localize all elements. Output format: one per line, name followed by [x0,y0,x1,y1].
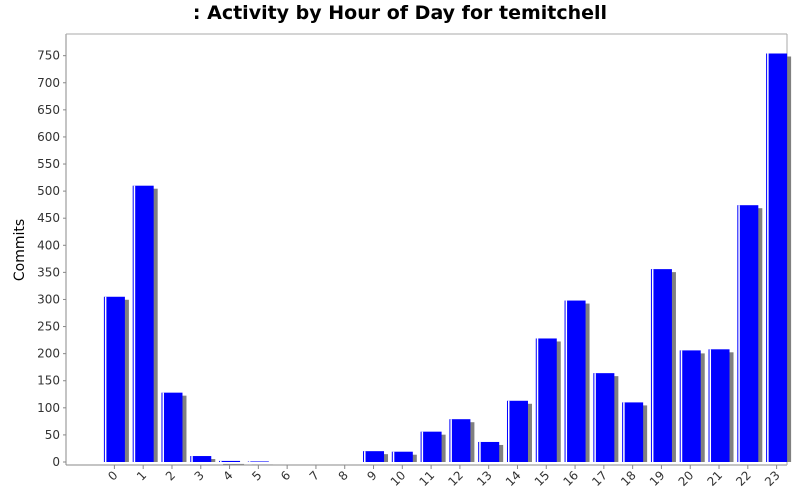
bar [363,451,385,462]
x-tick-label: 4 [220,468,235,483]
bar-highlight [709,349,712,462]
x-tick-label: 20 [676,468,697,489]
bar [132,185,154,462]
bar [737,205,759,462]
bar [708,349,730,462]
bar [449,419,471,462]
y-tick-label: 50 [45,428,60,442]
x-tick-label: 7 [307,468,322,483]
bar-highlight [565,300,568,462]
bar-highlight [450,419,452,462]
x-tick-label: 5 [249,468,264,483]
bar [103,296,125,462]
x-tick-label: 15 [532,468,553,489]
x-tick-label: 12 [445,468,466,489]
y-tick-label: 500 [37,184,60,198]
chart-title: : Activity by Hour of Day for temitchell [192,2,608,24]
bar-highlight [133,185,136,462]
y-tick-labels: 0 50 100 150 200 250 300 350 400 450 500 550 600 650 7… [37,49,60,469]
y-tick-label: 200 [37,347,60,361]
x-tick-label: 14 [503,468,524,489]
bar-highlight [220,460,222,462]
y-tick-label: 650 [37,103,60,117]
bar-group [103,53,792,465]
bar-highlight [738,205,740,462]
bar-highlight [536,338,539,462]
bar [391,451,413,462]
bar-shadow [251,464,273,465]
bar [622,402,644,462]
y-tick-label: 700 [37,76,60,90]
x-tick-label: 10 [388,468,409,489]
bar [535,338,557,462]
x-tick-label: 13 [474,468,495,489]
bar [564,300,586,462]
x-tick-label: 16 [560,468,581,489]
x-tick-label: 2 [163,468,178,483]
bar-highlight [680,350,683,462]
bar [593,373,615,462]
bar-highlight [507,400,510,462]
x-tick-label: 0 [105,468,120,483]
bar-highlight [421,431,424,462]
bar [766,53,788,463]
bar-highlight [364,451,366,462]
bar [420,431,442,462]
x-tick-label: 19 [647,468,668,489]
x-tick-label: 23 [762,468,783,489]
x-tick-label: 8 [336,468,351,483]
y-tick-label: 250 [37,320,60,334]
bar [650,269,672,462]
x-tick-label: 3 [192,468,207,483]
bar [478,441,500,462]
bar [219,460,241,462]
bar-highlight [392,451,395,462]
y-axis-label: Commits [12,219,28,281]
x-tick-label: 17 [589,468,610,489]
y-tick-label: 550 [37,157,60,171]
bar-highlight [104,296,107,462]
bar [506,400,528,462]
x-tick-label: 22 [733,468,754,489]
bar-highlight [479,441,481,462]
bar [247,461,269,462]
y-tick-label: 400 [37,238,60,252]
x-tick-label: 1 [134,468,149,483]
y-tick-label: 100 [37,401,60,415]
y-tick-label: 750 [37,49,60,63]
y-tick-label: 600 [37,130,60,144]
bar-highlight [767,53,769,463]
x-tick-labels: 0 1 2 3 4 5 6 7 8 9 10 11 12 13 14 15 16 17 18 19 20 21 22 23 [105,468,783,489]
bar-highlight [623,402,625,462]
x-tick-label: 18 [618,468,639,489]
x-tick-label: 6 [278,468,293,483]
y-tick-label: 300 [37,292,60,306]
bar-shadow [223,463,245,465]
bar-highlight [651,269,654,462]
y-tick-label: 450 [37,211,60,225]
bar-highlight [191,456,193,462]
x-tick-label: 9 [364,468,379,483]
bar [161,392,183,462]
y-tick-label: 350 [37,265,60,279]
y-tick-label: 0 [52,455,60,469]
bar [190,456,212,462]
bar-highlight [248,461,251,462]
x-tick-label: 11 [417,468,438,489]
y-tick-label: 150 [37,374,60,388]
x-tick-label: 21 [704,468,725,489]
bar [679,350,701,462]
bar-highlight [162,392,164,462]
bar-highlight [594,373,596,462]
